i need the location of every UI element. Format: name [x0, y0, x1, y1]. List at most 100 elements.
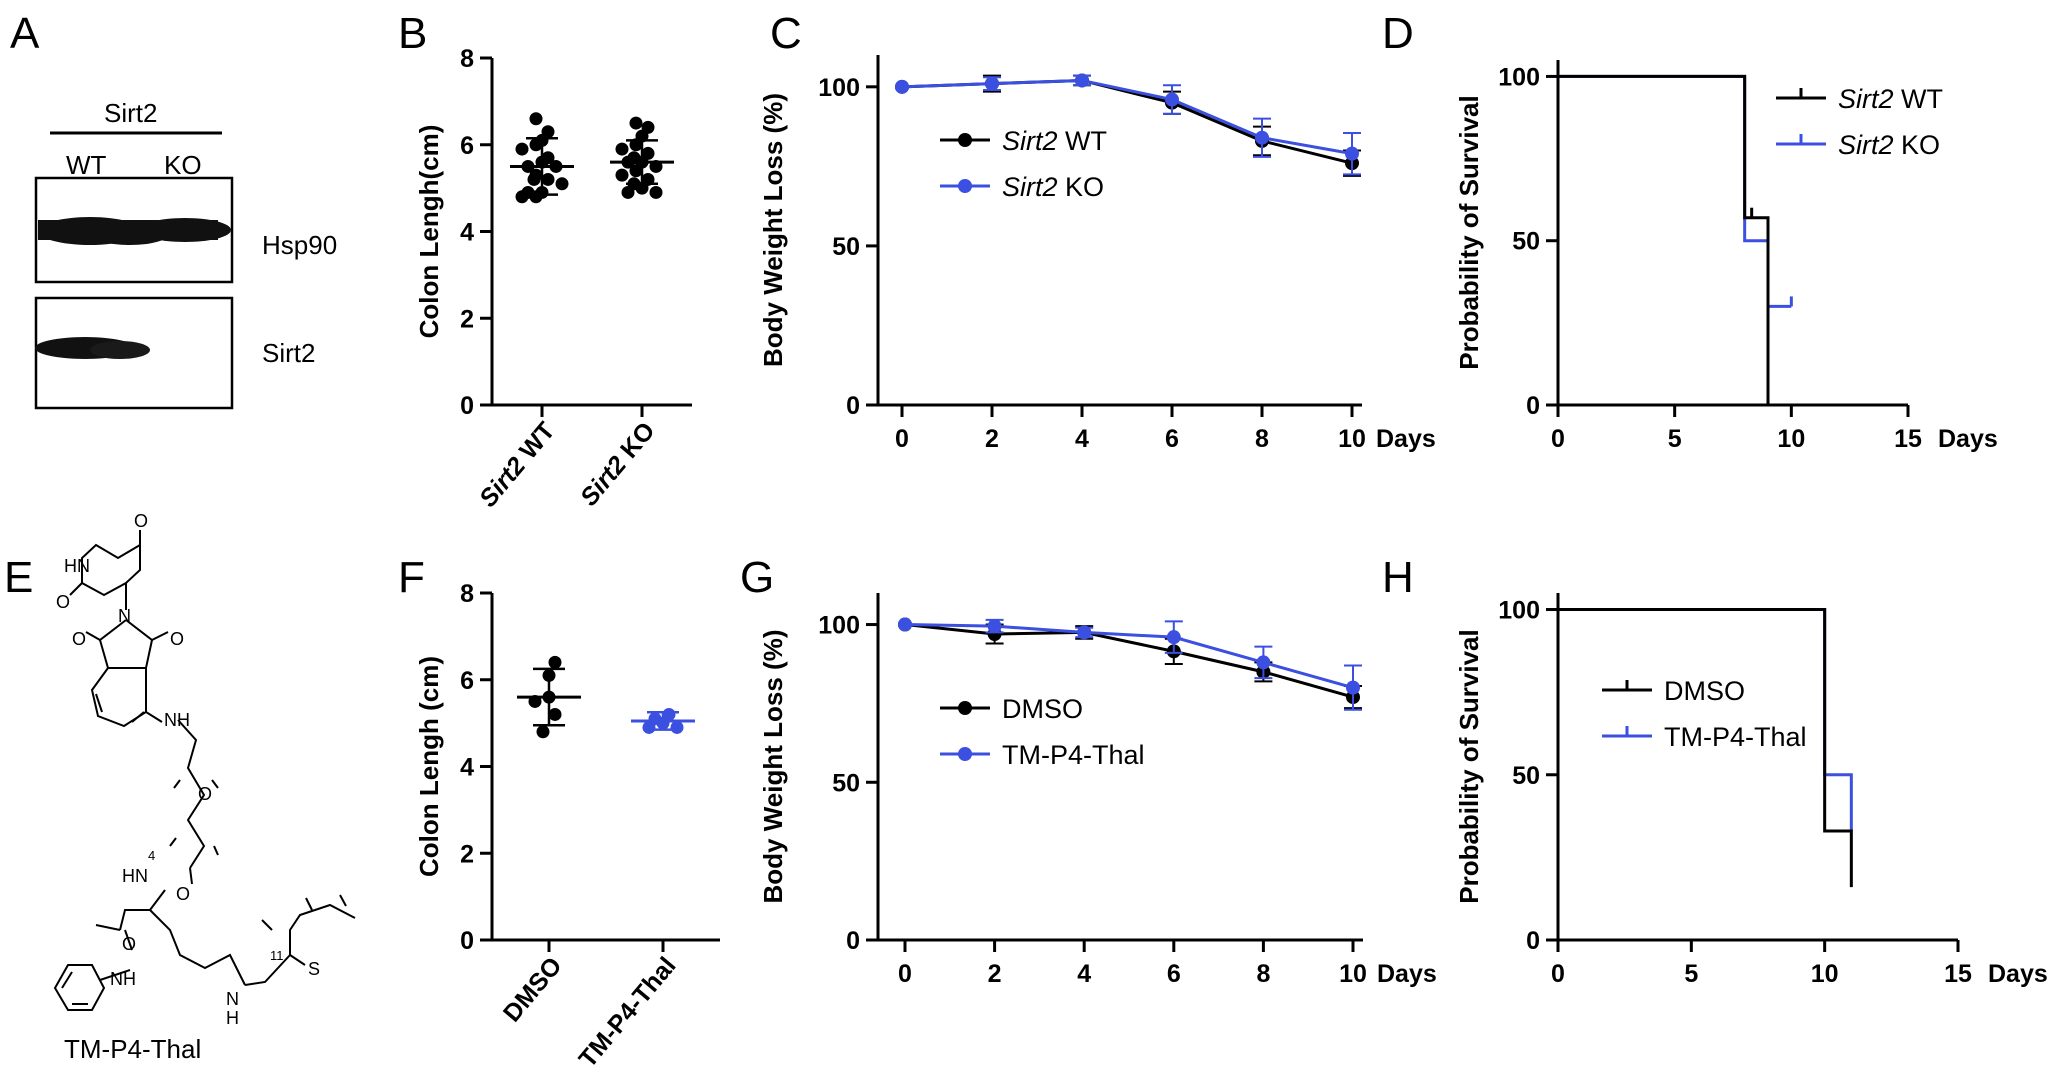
- legend-label: Sirt2 WT: [1838, 84, 1943, 114]
- x-tick-label: 8: [1255, 425, 1269, 453]
- y-tick-label: 100: [1498, 63, 1540, 91]
- survival-curve: [1558, 608, 1853, 831]
- y-axis-title: Colon Lengh (cm): [414, 656, 444, 877]
- sirt2-band: [35, 337, 150, 359]
- x-tick-label: 10: [1338, 425, 1366, 453]
- svg-text:N: N: [226, 989, 239, 1009]
- y-tick-label: 50: [1512, 228, 1540, 256]
- x-tick-label: 2: [985, 425, 999, 453]
- x-axis-title: Days: [1377, 960, 1437, 988]
- x-tick-label: 10: [1777, 425, 1805, 453]
- data-point: [1077, 625, 1092, 640]
- y-tick-label: 50: [832, 233, 860, 261]
- x-tick-label: 4: [1077, 960, 1091, 988]
- y-axis-title: Body Weight Loss (%): [758, 630, 788, 904]
- data-point: [515, 142, 529, 156]
- svg-text:H: H: [226, 1008, 239, 1028]
- svg-text:HN: HN: [64, 556, 90, 576]
- svg-text:O: O: [134, 511, 148, 531]
- x-category-label: DMSO: [498, 952, 568, 1027]
- y-tick-label: 0: [846, 392, 860, 420]
- data-point: [548, 707, 562, 721]
- y-tick-label: 100: [818, 612, 860, 640]
- data-point: [555, 177, 569, 191]
- blot-box-hsp90: [34, 176, 234, 284]
- svg-text:O: O: [56, 592, 70, 612]
- data-point: [515, 190, 529, 204]
- data-point: [1346, 680, 1360, 695]
- data-point: [529, 112, 543, 126]
- y-tick-label: 4: [460, 754, 474, 782]
- svg-text:O: O: [176, 884, 190, 904]
- blot-lane-ko: KO: [164, 150, 202, 180]
- x-tick-label: 10: [1811, 960, 1839, 988]
- series-line: [904, 623, 1354, 690]
- y-axis-title: Probability of Survival: [1454, 629, 1484, 904]
- x-axis-title: Days: [1376, 425, 1436, 453]
- blot-label-hsp90: Hsp90: [262, 230, 337, 260]
- y-axis-title: Probability of Survival: [1454, 95, 1484, 370]
- y-tick-label: 2: [460, 305, 474, 333]
- svg-text:NH: NH: [164, 710, 190, 730]
- x-tick-label: 6: [1165, 425, 1179, 453]
- data-point: [621, 185, 635, 199]
- y-tick-label: 100: [1498, 597, 1540, 625]
- legend-label: Sirt2 KO: [1838, 130, 1940, 160]
- blot-box-sirt2: [34, 296, 234, 410]
- data-point: [527, 172, 541, 186]
- x-tick-label: 4: [1075, 425, 1089, 453]
- x-tick-label: 0: [1551, 960, 1565, 988]
- svg-text:O: O: [122, 934, 136, 954]
- x-axis-title: Days: [1938, 425, 1998, 453]
- data-point: [615, 142, 629, 156]
- legend-label: Sirt2 WT: [1002, 126, 1107, 156]
- y-tick-label: 6: [460, 132, 474, 160]
- x-tick-label: 8: [1256, 960, 1270, 988]
- y-tick-label: 0: [1526, 392, 1540, 420]
- panel-label-b: B: [398, 9, 427, 58]
- legend-label: DMSO: [1002, 694, 1083, 724]
- x-tick-label: 5: [1668, 425, 1682, 453]
- chemical-structure-atoms: O HN O N O O NH O O HN O NH N H S 4 11: [56, 511, 320, 1028]
- data-point: [895, 79, 909, 94]
- data-point: [541, 172, 555, 186]
- series-line: [901, 78, 1353, 156]
- data-point: [1255, 130, 1269, 145]
- blot-label-sirt2: Sirt2: [262, 338, 315, 368]
- blot-lane-wt: WT: [66, 150, 107, 180]
- y-tick-label: 8: [460, 580, 474, 608]
- x-tick-label: 15: [1894, 425, 1922, 453]
- series-line: [904, 623, 1354, 699]
- chart-colon-length-treatment: 0 2 4 6 8 Colon Lengh (cm) DMSO TM-P4-Thal: [414, 580, 720, 1073]
- data-point: [548, 655, 562, 669]
- x-tick-label: 5: [1684, 960, 1698, 988]
- data-point: [985, 76, 999, 91]
- chemical-structure: [53, 530, 356, 1011]
- data-point: [649, 185, 663, 199]
- x-tick-label: 0: [895, 425, 909, 453]
- series-line: [901, 78, 1353, 165]
- chart-survival-treatment: 0 50 100 Probability of Survival 0 5 10 15 Days D…: [1454, 593, 2048, 988]
- data-point: [1256, 655, 1271, 670]
- chart-body-weight-sirt2: 0 50 100 Body Weight Loss (%) 0 2 4 6 8 10 Days Sir…: [758, 55, 1436, 453]
- data-point: [629, 164, 643, 178]
- x-category-label: Sirt2 KO: [575, 417, 661, 512]
- y-tick-label: 6: [460, 667, 474, 695]
- hsp90-band: [38, 217, 231, 245]
- svg-text:N: N: [118, 606, 131, 626]
- data-point: [629, 116, 643, 130]
- x-tick-label: 0: [1551, 425, 1565, 453]
- panel-label-g: G: [740, 553, 774, 602]
- x-category-label: Sirt2 WT: [474, 417, 561, 513]
- svg-text:HN: HN: [122, 866, 148, 886]
- legend-marker: [958, 133, 972, 147]
- structure-name: TM-P4-Thal: [64, 1034, 201, 1064]
- x-tick-label: 15: [1944, 960, 1972, 988]
- legend-label: TM-P4-Thal: [1002, 740, 1145, 770]
- panel-label-c: C: [770, 9, 802, 58]
- blot-group-label: Sirt2: [104, 98, 157, 128]
- survival-curve: [1558, 608, 1853, 888]
- svg-text:S: S: [308, 959, 320, 979]
- y-tick-label: 0: [460, 392, 474, 420]
